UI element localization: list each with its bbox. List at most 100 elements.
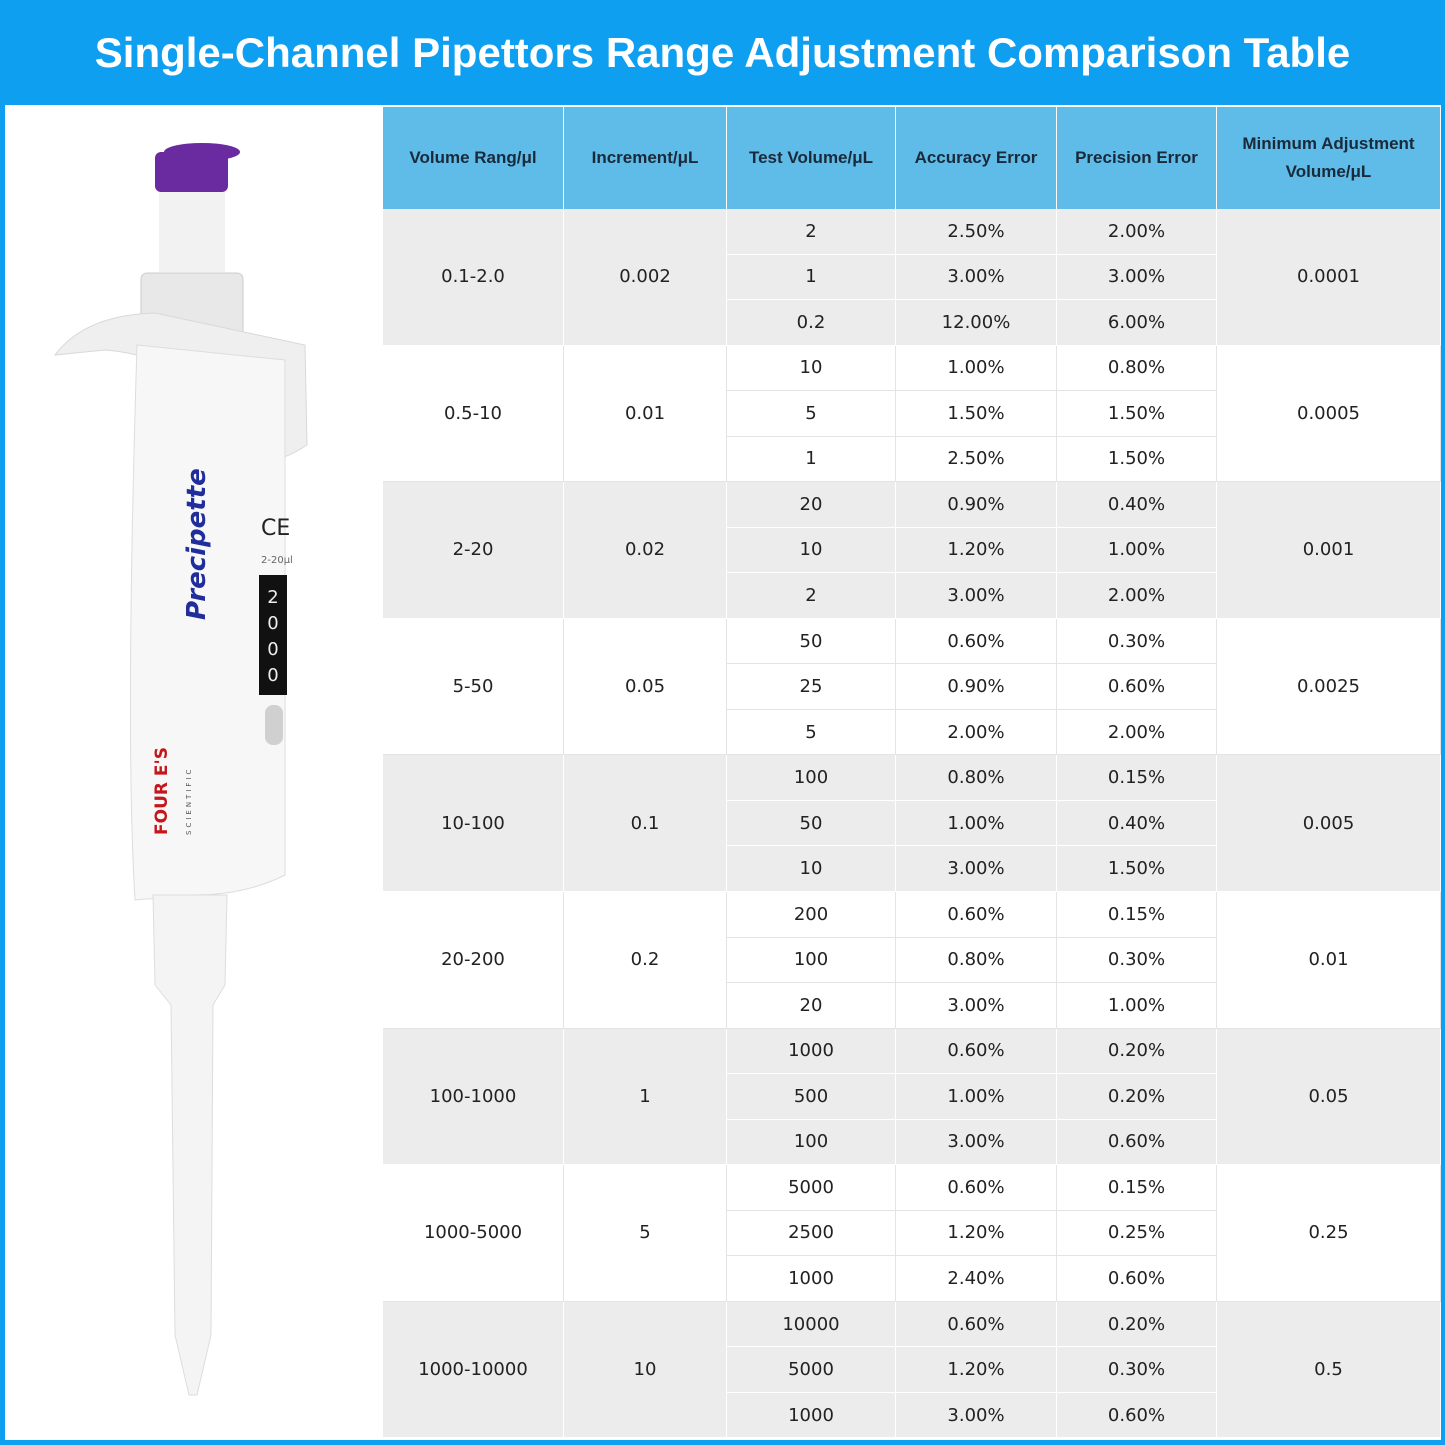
test-volume-cell: 1000 (727, 1392, 896, 1439)
accuracy-error-cell: 1.00% (896, 800, 1057, 847)
accuracy-error-cell: 1.20% (896, 527, 1057, 574)
precision-error-cell: 0.60% (1057, 664, 1217, 710)
accuracy-error-cell: 0.60% (896, 892, 1057, 938)
accuracy-error-cell: 3.00% (896, 1119, 1057, 1166)
pipette-image: 2 0 0 0 CE 2-20μl Precipette FOUR E'S SC… (53, 143, 308, 1396)
increment-cell: 0.05 (564, 618, 727, 756)
test-volume-cell: 5 (727, 709, 896, 756)
precision-error-cell: 2.00% (1057, 209, 1217, 255)
precision-error-cell: 0.40% (1057, 482, 1217, 528)
precision-error-cell: 0.60% (1057, 1119, 1217, 1166)
increment-cell: 0.1 (564, 755, 727, 892)
accuracy-error-cell: 1.00% (896, 345, 1057, 392)
test-volume-cell: 50 (727, 800, 896, 847)
min-adjustment-cell: 0.25 (1217, 1165, 1441, 1302)
min-adjustment-cell: 0.05 (1217, 1028, 1441, 1166)
test-volume-cell: 10000 (727, 1301, 896, 1348)
header-volume-range: Volume Rang/μl (383, 107, 564, 209)
precision-error-cell: 0.30% (1057, 1347, 1217, 1393)
precision-error-cell: 1.00% (1057, 527, 1217, 574)
accuracy-error-cell: 0.80% (896, 937, 1057, 984)
accuracy-error-cell: 3.00% (896, 573, 1057, 619)
precision-error-cell: 0.15% (1057, 1165, 1217, 1211)
accuracy-error-cell: 0.60% (896, 1028, 1057, 1075)
volume-range-cell: 1000-10000 (383, 1301, 564, 1439)
increment-cell: 1 (564, 1028, 727, 1166)
test-volume-cell: 1 (727, 254, 896, 301)
accuracy-error-cell: 1.00% (896, 1074, 1057, 1120)
volume-range-cell: 20-200 (383, 892, 564, 1029)
brand-name: Precipette (182, 468, 212, 620)
test-volume-cell: 2500 (727, 1210, 896, 1257)
test-volume-cell: 5 (727, 391, 896, 437)
accuracy-error-cell: 1.20% (896, 1347, 1057, 1393)
precision-error-cell: 0.15% (1057, 892, 1217, 938)
test-volume-cell: 100 (727, 937, 896, 984)
precision-error-cell: 2.00% (1057, 709, 1217, 756)
test-volume-cell: 20 (727, 983, 896, 1029)
accuracy-error-cell: 3.00% (896, 983, 1057, 1029)
precision-error-cell: 0.60% (1057, 1256, 1217, 1302)
precision-error-cell: 1.50% (1057, 436, 1217, 483)
ce-mark: CE (261, 516, 290, 541)
min-adjustment-cell: 0.0001 (1217, 209, 1441, 346)
header-test-volume: Test Volume/μL (727, 107, 896, 209)
test-volume-cell: 2 (727, 209, 896, 255)
precision-error-cell: 0.20% (1057, 1301, 1217, 1348)
precision-error-cell: 0.30% (1057, 618, 1217, 665)
content-panel: 2 0 0 0 CE 2-20μl Precipette FOUR E'S SC… (5, 105, 1441, 1440)
test-volume-cell: 1 (727, 436, 896, 483)
accuracy-error-cell: 2.00% (896, 709, 1057, 756)
accuracy-error-cell: 0.90% (896, 664, 1057, 710)
test-volume-cell: 100 (727, 755, 896, 801)
volume-range-cell: 2-20 (383, 482, 564, 619)
accuracy-error-cell: 1.20% (896, 1210, 1057, 1257)
test-volume-cell: 1000 (727, 1256, 896, 1302)
test-volume-cell: 200 (727, 892, 896, 938)
precision-error-cell: 0.25% (1057, 1210, 1217, 1257)
test-volume-cell: 0.2 (727, 300, 896, 346)
increment-cell: 5 (564, 1165, 727, 1302)
test-volume-cell: 5000 (727, 1165, 896, 1211)
accuracy-error-cell: 0.80% (896, 755, 1057, 801)
min-adjustment-cell: 0.005 (1217, 755, 1441, 892)
min-adjustment-cell: 0.0025 (1217, 618, 1441, 756)
test-volume-cell: 20 (727, 482, 896, 528)
header-precision-error: Precision Error (1057, 107, 1217, 209)
test-volume-cell: 5000 (727, 1347, 896, 1393)
test-volume-cell: 100 (727, 1119, 896, 1166)
precision-error-cell: 0.40% (1057, 800, 1217, 847)
precision-error-cell: 0.20% (1057, 1074, 1217, 1120)
test-volume-cell: 10 (727, 846, 896, 892)
page-title: Single-Channel Pipettors Range Adjustmen… (0, 0, 1445, 105)
precision-error-cell: 0.20% (1057, 1028, 1217, 1075)
display-digit: 0 (267, 639, 278, 660)
accuracy-error-cell: 0.60% (896, 1301, 1057, 1348)
increment-cell: 0.002 (564, 209, 727, 346)
min-adjustment-cell: 0.0005 (1217, 345, 1441, 483)
precision-error-cell: 0.15% (1057, 755, 1217, 801)
increment-cell: 10 (564, 1301, 727, 1439)
test-volume-cell: 10 (727, 527, 896, 574)
volume-range-cell: 0.1-2.0 (383, 209, 564, 346)
accuracy-error-cell: 12.00% (896, 300, 1057, 346)
volume-range-cell: 5-50 (383, 618, 564, 756)
test-volume-cell: 10 (727, 345, 896, 392)
comparison-table: Volume Rang/μl Increment/μL Test Volume/μL… (383, 107, 1441, 1440)
accuracy-error-cell: 2.40% (896, 1256, 1057, 1302)
display-digit: 0 (267, 613, 278, 634)
accuracy-error-cell: 0.60% (896, 618, 1057, 665)
accuracy-error-cell: 0.90% (896, 482, 1057, 528)
precision-error-cell: 3.00% (1057, 254, 1217, 301)
min-adjustment-cell: 0.001 (1217, 482, 1441, 619)
range-label: 2-20μl (261, 555, 293, 566)
accuracy-error-cell: 3.00% (896, 846, 1057, 892)
accuracy-error-cell: 0.60% (896, 1165, 1057, 1211)
precision-error-cell: 0.60% (1057, 1392, 1217, 1439)
volume-range-cell: 0.5-10 (383, 345, 564, 483)
precision-error-cell: 0.80% (1057, 345, 1217, 392)
accuracy-error-cell: 2.50% (896, 209, 1057, 255)
accuracy-error-cell: 3.00% (896, 254, 1057, 301)
precision-error-cell: 1.00% (1057, 983, 1217, 1029)
volume-range-cell: 10-100 (383, 755, 564, 892)
